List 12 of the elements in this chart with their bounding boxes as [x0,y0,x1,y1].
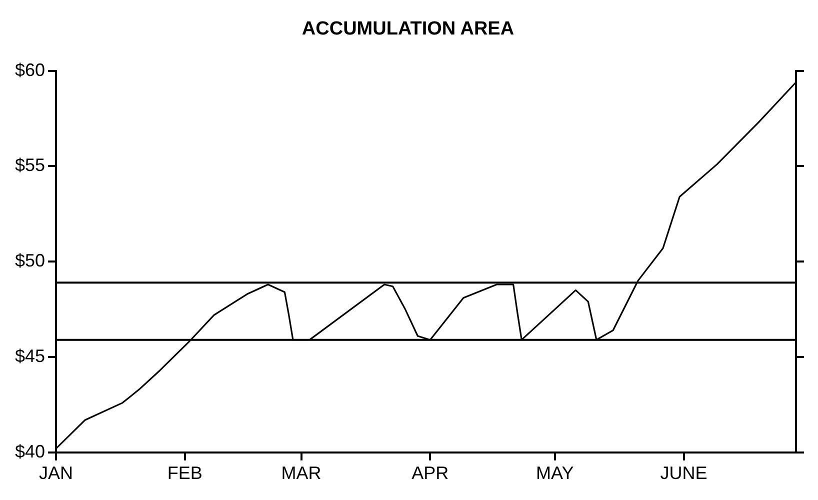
x-tick-label: MAY [536,463,574,484]
y-tick-label: $60 [14,60,46,80]
chart-title: ACCUMULATION AREA [302,18,514,40]
y-tick-label: $45 [14,346,46,366]
x-tick-label: FEB [167,463,202,484]
x-tick-label: MAR [281,463,322,484]
x-tick-label: APR [412,463,449,484]
y-tick-label: $50 [14,250,46,271]
y-tick-label: $40 [14,441,46,462]
x-tick-label: JAN [39,463,74,484]
y-tick-label: $55 [14,155,46,176]
x-tick-label: JUNE [660,463,708,484]
